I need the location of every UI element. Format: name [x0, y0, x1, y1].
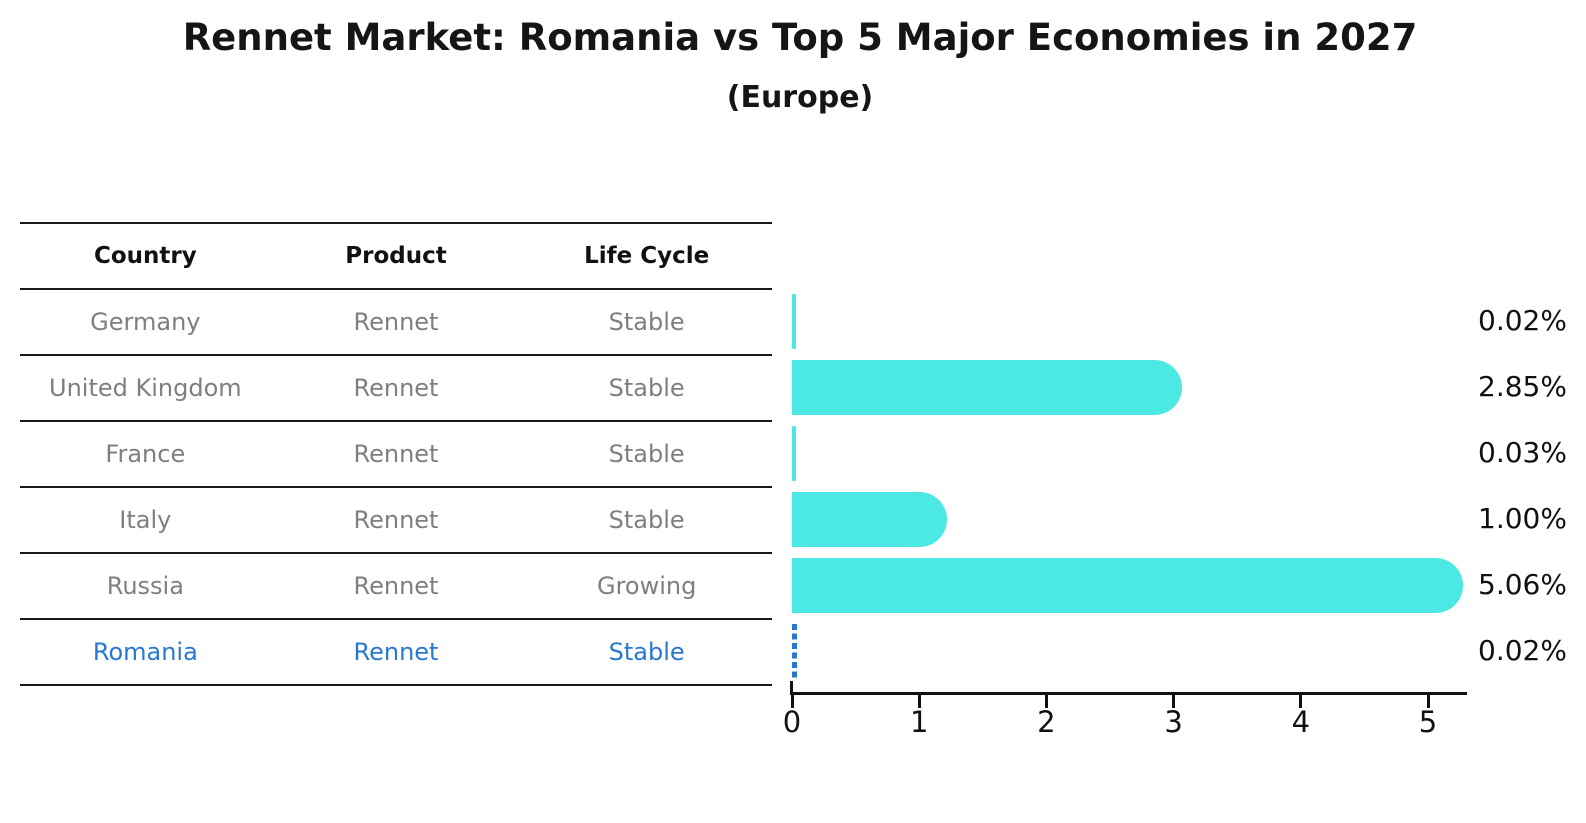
table-row: Russia Rennet Growing: [20, 554, 772, 620]
bar-germany: [792, 293, 796, 349]
table-row: United Kingdom Rennet Stable: [20, 356, 772, 422]
table-header-cell: Country: [93, 243, 197, 269]
bar-value-label: 0.02%: [1478, 634, 1567, 667]
table-cell-product: Rennet: [353, 572, 439, 600]
x-axis-tick-label: 2: [1037, 705, 1056, 739]
table-cell-country: Italy: [119, 506, 172, 534]
table-cell-life-cycle: Stable: [608, 638, 685, 666]
table-cell-life-cycle: Stable: [608, 374, 685, 402]
x-axis-tick: [790, 695, 794, 708]
y-axis-stub: [790, 681, 793, 693]
bar-value-label: 5.06%: [1478, 568, 1567, 601]
chart-title: Rennet Market: Romania vs Top 5 Major Ec…: [182, 16, 1418, 59]
table-row: Romania Rennet Stable: [20, 620, 772, 686]
bar-value-label: 2.85%: [1478, 370, 1567, 403]
x-axis-tick-label: 0: [782, 705, 802, 739]
table-row: Germany Rennet Stable: [20, 290, 772, 356]
table-cell-product: Rennet: [353, 440, 439, 468]
table-cell-life-cycle: Stable: [608, 440, 685, 468]
x-axis-tick-label: 1: [909, 705, 929, 739]
bar-russia: [792, 557, 1464, 613]
chart-subtitle: (Europe): [726, 80, 874, 115]
table-header-cell: Life Cycle: [584, 243, 710, 269]
country-table: Country Product Life Cycle Germany Rennet Sta…: [20, 222, 772, 686]
x-axis-tick: [1172, 695, 1176, 708]
table-cell-life-cycle: Stable: [608, 308, 685, 336]
table-cell-life-cycle: Stable: [608, 506, 685, 534]
table-cell-product: Rennet: [353, 506, 439, 534]
bar-value-label: 0.02%: [1478, 304, 1567, 337]
x-axis-tick-label: 4: [1291, 705, 1311, 739]
bar-united-kingdom: [792, 359, 1183, 415]
table-cell-life-cycle: Growing: [596, 572, 697, 600]
x-axis-tick: [1044, 695, 1048, 708]
x-axis-tick: [917, 695, 921, 708]
table-cell-country: Germany: [90, 308, 201, 336]
table-cell-product: Rennet: [353, 308, 439, 336]
x-axis-line: [790, 692, 1467, 695]
bar-value-label: 0.03%: [1478, 436, 1567, 469]
table-cell-country: United Kingdom: [49, 374, 242, 402]
bar-italy: [792, 491, 947, 547]
bar-value-label: 1.00%: [1478, 502, 1567, 535]
bar-france: [792, 425, 796, 481]
table-cell-country: Russia: [106, 572, 184, 600]
table-row: Italy Rennet Stable: [20, 488, 772, 554]
x-axis-tick: [1299, 695, 1303, 708]
table-cell-country: Romania: [92, 638, 198, 666]
table-row: France Rennet Stable: [20, 422, 772, 488]
table-header-cell: Product: [345, 243, 447, 269]
bar-highlight-romania: [792, 623, 797, 679]
x-axis-tick: [1426, 695, 1430, 708]
x-axis-tick-label: 5: [1418, 705, 1438, 739]
table-cell-product: Rennet: [353, 374, 439, 402]
x-axis-tick-label: 3: [1164, 705, 1183, 739]
table-cell-country: France: [105, 440, 186, 468]
table-cell-product: Rennet: [353, 638, 439, 666]
table-header-row: Country Product Life Cycle: [20, 222, 772, 290]
